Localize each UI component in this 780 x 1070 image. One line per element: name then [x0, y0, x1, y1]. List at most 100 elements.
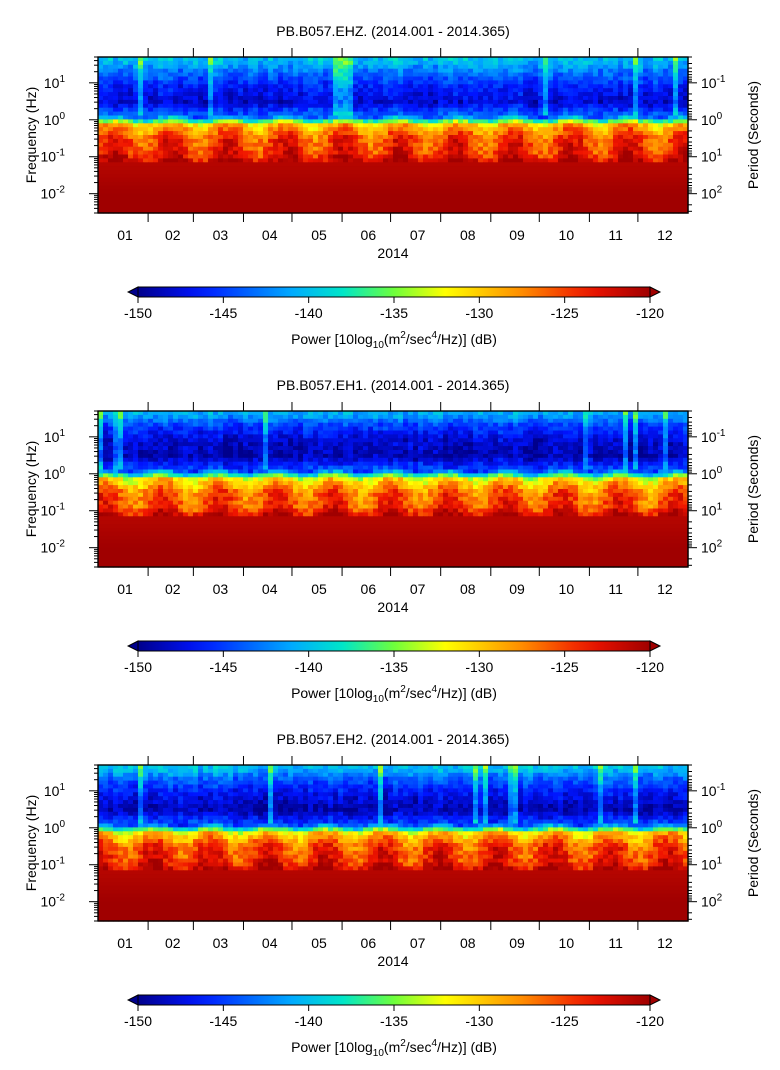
heatmap-cell [578, 146, 584, 152]
heatmap-cell [243, 84, 249, 89]
heatmap-cell [288, 411, 294, 416]
heatmap-cell [623, 131, 629, 136]
heatmap-cell [233, 131, 239, 136]
heatmap-cell [353, 76, 359, 81]
heatmap-cell [408, 201, 414, 206]
heatmap-cell [643, 107, 649, 113]
heatmap-cell [503, 205, 509, 210]
heatmap-cell [213, 158, 219, 163]
heatmap-cell [498, 92, 504, 97]
heatmap-cell [508, 411, 514, 416]
heatmap-cell [678, 205, 684, 210]
colorbar-over-arrow [649, 286, 662, 298]
heatmap-cell [553, 107, 559, 113]
heatmap-cell [623, 111, 629, 117]
heatmap-cell [548, 111, 554, 117]
heatmap-cell [463, 92, 469, 97]
heatmap-cell [578, 57, 584, 62]
heatmap-cell [443, 181, 449, 187]
heatmap-cell [458, 185, 464, 191]
heatmap-cell [133, 185, 139, 191]
heatmap-cell [573, 84, 579, 89]
heatmap-cell [428, 170, 434, 175]
heatmap-cell [658, 64, 664, 70]
heatmap-cell [463, 115, 469, 120]
heatmap-cell [423, 103, 429, 109]
heatmap-cell [198, 107, 204, 113]
heatmap-cell [318, 131, 324, 136]
heatmap-cell [198, 115, 204, 120]
heatmap-cell [418, 197, 424, 202]
heatmap-cell [253, 142, 259, 148]
heatmap-cell [118, 193, 124, 198]
heatmap-cell [313, 197, 319, 202]
heatmap-cell [568, 111, 574, 117]
heatmap-cell [398, 107, 404, 113]
heatmap-cell [623, 57, 629, 62]
heatmap-cell [618, 177, 624, 183]
heatmap-cell [138, 146, 144, 152]
heatmap-cell [138, 150, 144, 156]
heatmap-cell [608, 99, 614, 105]
heatmap-cell [253, 92, 259, 97]
heatmap-cell [103, 209, 109, 214]
heatmap-cell [468, 60, 474, 66]
heatmap-cell [198, 170, 204, 175]
heatmap-cell [128, 146, 134, 152]
heatmap-cell [618, 107, 624, 113]
heatmap-cell [193, 174, 199, 179]
heatmap-cell [473, 64, 479, 70]
heatmap-cell [113, 411, 119, 416]
heatmap-cell [678, 142, 684, 148]
heatmap-cell [548, 107, 554, 113]
heatmap-cell [383, 142, 389, 148]
heatmap-cell [423, 150, 429, 156]
heatmap-cell [168, 107, 174, 113]
heatmap-cell [178, 189, 184, 195]
heatmap-cell [183, 68, 189, 74]
heatmap-cell [643, 76, 649, 81]
heatmap-cell [413, 166, 419, 171]
heatmap-cell [433, 96, 439, 101]
heatmap-cell [198, 76, 204, 81]
heatmap-cell [538, 115, 544, 120]
heatmap-cell [318, 111, 324, 117]
heatmap-cell [483, 80, 489, 85]
heatmap-cell [403, 80, 409, 85]
heatmap-cell [403, 142, 409, 148]
heatmap-cell [343, 154, 349, 159]
heatmap-cell [288, 107, 294, 113]
heatmap-cell [673, 119, 679, 124]
heatmap-cell [418, 189, 424, 195]
heatmap-cell [488, 170, 494, 175]
heatmap-cell [568, 189, 574, 195]
heatmap-cell [313, 92, 319, 97]
heatmap-cell [358, 96, 364, 101]
heatmap-cell [198, 60, 204, 66]
heatmap-cell [453, 185, 459, 191]
heatmap-cell [243, 88, 249, 93]
heatmap-cell [628, 181, 634, 187]
heatmap-cell [188, 197, 194, 202]
heatmap-cell [568, 123, 574, 128]
heatmap-cell [228, 197, 234, 202]
heatmap-cell [393, 99, 399, 105]
heatmap-cell [173, 80, 179, 85]
heatmap-cell [608, 189, 614, 195]
heatmap-cell [213, 177, 219, 183]
heatmap-cell [178, 80, 184, 85]
heatmap-cell [383, 411, 389, 416]
heatmap-cell [368, 138, 374, 144]
heatmap-cell [218, 88, 224, 93]
heatmap-cell [123, 193, 129, 198]
heatmap-cell [353, 135, 359, 140]
heatmap-cell [683, 146, 689, 152]
heatmap-cell [203, 158, 209, 163]
heatmap-cell [468, 193, 474, 198]
heatmap-cell [268, 158, 274, 163]
heatmap-cell [328, 99, 334, 105]
heatmap-cell [388, 57, 394, 62]
heatmap-cell [253, 146, 259, 152]
heatmap-cell [408, 131, 414, 136]
heatmap-cell [103, 166, 109, 171]
